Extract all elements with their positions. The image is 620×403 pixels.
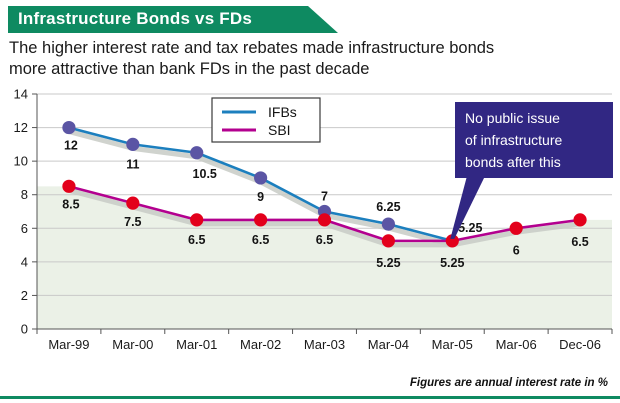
x-tick-label: Mar-06 xyxy=(496,337,537,352)
y-tick-label: 10 xyxy=(14,154,28,169)
data-point-sbi[interactable] xyxy=(317,213,332,227)
value-label-sbi: 8.5 xyxy=(62,197,79,211)
subtitle: The higher interest rate and tax rebates… xyxy=(9,38,609,80)
data-point-sbi[interactable] xyxy=(62,179,76,193)
value-label-sbi: 6.5 xyxy=(252,233,269,247)
data-point-sbi[interactable] xyxy=(381,234,395,248)
value-label-ifbs: 9 xyxy=(257,190,264,204)
y-tick-label: 8 xyxy=(21,187,28,202)
footer-rule xyxy=(0,396,620,399)
y-tick-label: 0 xyxy=(21,322,28,337)
data-point-ifbs[interactable] xyxy=(190,146,204,160)
value-label-sbi: 6.5 xyxy=(188,233,205,247)
value-label-ifbs: 12 xyxy=(64,139,78,153)
annotation-box xyxy=(455,102,613,178)
value-label-ifbs: 7 xyxy=(321,190,328,204)
legend: IFBs SBI xyxy=(211,97,321,143)
subtitle-line-2: more attractive than bank FDs in the pas… xyxy=(9,60,370,78)
value-label-ifbs: 6.25 xyxy=(376,200,400,214)
x-tick-label: Mar-04 xyxy=(368,337,409,352)
x-tick-label: Mar-01 xyxy=(176,337,217,352)
y-tick-label: 14 xyxy=(14,87,28,102)
x-tick-label: Mar-00 xyxy=(112,337,153,352)
title-banner: Infrastructure Bonds vs FDs xyxy=(8,6,338,33)
value-label-sbi: 6 xyxy=(513,243,520,257)
legend-label-ifbs[interactable]: IFBs xyxy=(268,104,297,120)
annotation-pointer xyxy=(450,176,485,239)
data-point-sbi[interactable] xyxy=(509,221,523,235)
annotation-line-1: No public issue xyxy=(465,110,560,126)
data-point-ifbs[interactable] xyxy=(254,171,268,185)
data-point-sbi[interactable] xyxy=(254,213,268,227)
chart-canvas: 0 2 4 6 8 10 12 14 Mar-99 Mar-00 Mar-01 Mar-02 Mar-0… xyxy=(14,87,613,352)
x-tick-label: Mar-03 xyxy=(304,337,345,352)
data-point-sbi[interactable] xyxy=(445,234,459,248)
value-label-sbi: 5.25 xyxy=(440,256,464,270)
value-label-sbi: 5.25 xyxy=(376,256,400,270)
y-tick-label: 12 xyxy=(14,120,28,135)
legend-label-sbi[interactable]: SBI xyxy=(268,122,291,138)
value-label-sbi: 7.5 xyxy=(124,215,141,229)
y-tick-label: 4 xyxy=(21,254,28,269)
data-point-ifbs[interactable] xyxy=(381,217,395,231)
annotation-line-3: bonds after this xyxy=(465,154,561,170)
value-label-sbi: 6.5 xyxy=(316,233,333,247)
title-banner-shape xyxy=(8,6,338,33)
data-point-sbi[interactable] xyxy=(126,196,140,210)
y-tick-label: 6 xyxy=(21,221,28,236)
x-tick-label: Dec-06 xyxy=(559,337,601,352)
value-label-ifbs: 11 xyxy=(126,157,139,171)
page-title: Infrastructure Bonds vs FDs xyxy=(18,9,253,28)
data-point-sbi[interactable] xyxy=(190,213,204,227)
value-label-ifbs: 10.5 xyxy=(193,167,217,181)
value-label-sbi: 6.5 xyxy=(571,235,588,249)
x-tick-label: Mar-99 xyxy=(48,337,89,352)
legend-box xyxy=(211,97,321,143)
annotation-line-2: of infrastructure xyxy=(465,132,562,148)
x-tick-label: Mar-05 xyxy=(432,337,473,352)
x-tick-label: Mar-02 xyxy=(240,337,281,352)
figures-note: Figures are annual interest rate in % xyxy=(409,377,608,389)
data-point-ifbs[interactable] xyxy=(62,120,76,135)
data-point-sbi[interactable] xyxy=(573,213,587,227)
y-tick-label: 2 xyxy=(21,288,28,303)
subtitle-line-1: The higher interest rate and tax rebates… xyxy=(9,39,495,57)
data-point-ifbs[interactable] xyxy=(126,137,140,151)
annotation-callout: No public issue of infrastructure bonds af… xyxy=(450,102,613,239)
value-label-ifbs: 5.25 xyxy=(458,221,482,235)
line-chart: 0 2 4 6 8 10 12 14 Mar-99 Mar-00 Mar-01 Mar-02 Mar-0… xyxy=(0,84,620,369)
